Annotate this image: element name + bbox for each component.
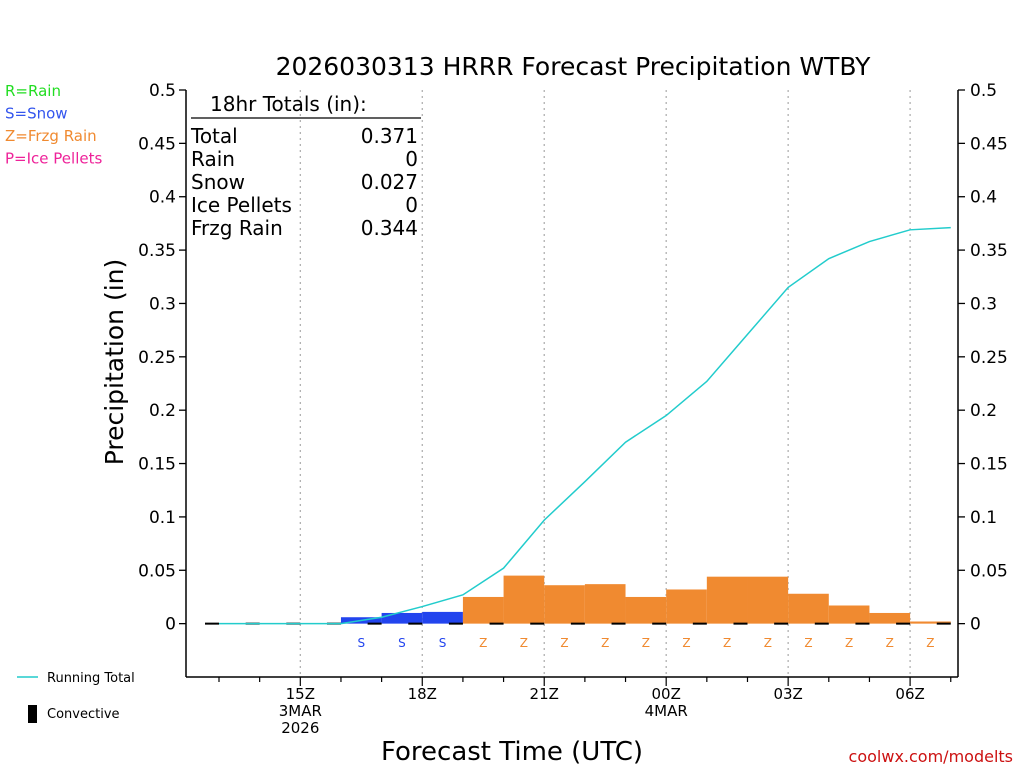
- y-tick-label-left: 0.25: [138, 348, 176, 368]
- totals-row-label: Snow: [191, 170, 245, 194]
- x-tick-label: 00Z: [651, 685, 680, 703]
- legend-item: R=Rain: [5, 82, 61, 100]
- precip-bar: [462, 596, 504, 624]
- y-tick-label-left: 0.05: [138, 561, 176, 581]
- totals-row-value: 0.027: [361, 170, 418, 194]
- precip-type-label: S: [439, 636, 447, 650]
- precip-type-label: Z: [682, 636, 690, 650]
- y-tick-label-right: 0.35: [970, 241, 1008, 261]
- precip-bar: [544, 585, 585, 624]
- x-tick-label: 3MAR: [279, 702, 322, 720]
- y-tick-label-right: 0: [970, 615, 981, 635]
- precip-type-label: Z: [926, 636, 934, 650]
- precip-bar: [422, 611, 463, 624]
- y-tick-label-right: 0.3: [970, 294, 997, 314]
- precip-type-label: Z: [560, 636, 568, 650]
- running-total-legend-label: Running Total: [47, 671, 135, 686]
- y-tick-label-right: 0.25: [970, 348, 1008, 368]
- y-tick-label-left: 0.35: [138, 241, 176, 261]
- y-tick-label-left: 0.2: [149, 401, 176, 421]
- x-tick-label: 06Z: [895, 685, 924, 703]
- y-tick-label-right: 0.5: [970, 81, 997, 101]
- running-total-series: [219, 226, 951, 625]
- precip-bar: [869, 612, 911, 624]
- series-legend: Running Total Convective: [17, 671, 135, 723]
- y-tick-label-right: 0.4: [970, 188, 997, 208]
- precip-type-label: Z: [845, 636, 853, 650]
- y-tick-label-right: 0.45: [970, 134, 1008, 154]
- precip-type-label: Z: [520, 636, 528, 650]
- totals-box: 18hr Totals (in): Total 0.371 Rain 0 Snow 0.02…: [190, 92, 421, 240]
- precip-type-legend: R=Rain S=Snow Z=Frzg Rain P=Ice Pellets: [5, 82, 102, 168]
- legend-item: Z=Frzg Rain: [5, 127, 97, 145]
- y-tick-label-left: 0.1: [149, 508, 176, 528]
- chart-title: 2026030313 HRRR Forecast Precipitation W…: [276, 52, 872, 81]
- precip-type-label: Z: [601, 636, 609, 650]
- precip-type-label: S: [357, 636, 365, 650]
- precip-bar: [788, 593, 829, 624]
- precip-bar: [584, 584, 626, 624]
- precip-type-label: Z: [723, 636, 731, 650]
- y-tick-label-left: 0.45: [138, 134, 176, 154]
- precip-bar: [706, 576, 748, 624]
- totals-row-label: Ice Pellets: [191, 193, 292, 217]
- vertical-gridlines: [299, 90, 911, 677]
- totals-header: 18hr Totals (in):: [210, 92, 367, 116]
- precip-bar: [910, 621, 951, 624]
- precip-bars: [340, 575, 951, 624]
- totals-row-value: 0.371: [361, 124, 418, 148]
- y-tick-label-left: 0.3: [149, 294, 176, 314]
- precip-bar: [828, 605, 870, 624]
- y-tick-label-left: 0.4: [149, 188, 176, 208]
- running-total-line: [219, 226, 951, 625]
- x-tick-label: 15Z: [286, 685, 315, 703]
- convective-swatch: [28, 705, 37, 723]
- x-tick-label: 2026: [281, 719, 319, 737]
- y-tick-label-left: 0.15: [138, 455, 176, 475]
- x-tick-label: 21Z: [530, 685, 559, 703]
- precip-type-label: Z: [764, 636, 772, 650]
- precip-type-label: S: [398, 636, 406, 650]
- totals-row-label: Rain: [191, 147, 235, 171]
- credit-link[interactable]: coolwx.com/modelts: [849, 747, 1013, 766]
- axes: 0 0 0.05 0.05 0.1 0.1 0.15 0.15 0.2 0.2 0.25 0.25 0.…: [138, 81, 1008, 737]
- totals-row-label: Frzg Rain: [191, 216, 283, 240]
- y-axis-label: Precipitation (in): [100, 259, 129, 466]
- legend-item: S=Snow: [5, 105, 68, 123]
- x-axis-label: Forecast Time (UTC): [381, 737, 643, 767]
- y-tick-label-right: 0.2: [970, 401, 997, 421]
- x-tick-label: 03Z: [773, 685, 802, 703]
- totals-row-value: 0: [405, 193, 418, 217]
- x-tick-label: 18Z: [408, 685, 437, 703]
- x-tick-label: 4MAR: [645, 702, 688, 720]
- y-tick-label-right: 0.15: [970, 455, 1008, 475]
- y-tick-label-left: 0.5: [149, 81, 176, 101]
- precip-type-label: Z: [886, 636, 894, 650]
- precip-bar: [381, 612, 423, 624]
- precip-type-label: Z: [642, 636, 650, 650]
- totals-row-label: Total: [190, 124, 238, 148]
- y-tick-label-left: 0: [165, 615, 176, 635]
- precip-type-label: Z: [804, 636, 812, 650]
- totals-row-value: 0.344: [361, 216, 418, 240]
- legend-item: P=Ice Pellets: [5, 150, 102, 168]
- y-tick-label-right: 0.05: [970, 561, 1008, 581]
- precip-type-label: Z: [479, 636, 487, 650]
- totals-row-value: 0: [405, 147, 418, 171]
- convective-legend-label: Convective: [47, 707, 120, 722]
- precip-bar: [625, 596, 667, 624]
- precip-bar: [666, 589, 707, 624]
- precip-bar: [747, 576, 789, 624]
- precip-bar: [503, 575, 545, 624]
- y-tick-label-right: 0.1: [970, 508, 997, 528]
